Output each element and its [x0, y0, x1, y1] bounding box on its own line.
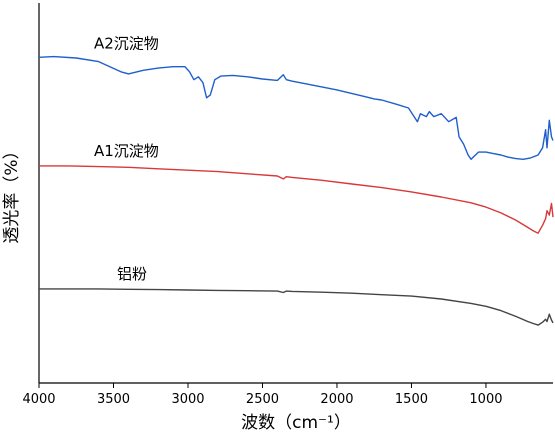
x-tick-label: 2500: [246, 392, 279, 407]
x-axis-label: 波数（cm⁻¹）: [241, 413, 351, 433]
x-tick-label: 1500: [395, 392, 428, 407]
series-line-1: [38, 55, 554, 160]
series-label-2: A1沉淀物: [94, 142, 159, 160]
series-label-1: A2沉淀物: [94, 34, 159, 52]
x-ticks: 4000 3500 3000 2500 2000 1500 1000: [22, 383, 503, 407]
x-tick-label: 2000: [320, 392, 353, 407]
x-tick-label: 3500: [97, 392, 130, 407]
x-tick-label: 3000: [171, 392, 204, 407]
series-line-2: [39, 165, 554, 234]
series-line-3: [39, 288, 554, 326]
x-tick-label: 1000: [469, 392, 502, 407]
series-label-3: 铝粉: [117, 265, 147, 283]
axes: [38, 3, 553, 384]
x-tick-label: 4000: [22, 392, 55, 407]
y-axis-label: 透光率（%）: [2, 142, 22, 243]
